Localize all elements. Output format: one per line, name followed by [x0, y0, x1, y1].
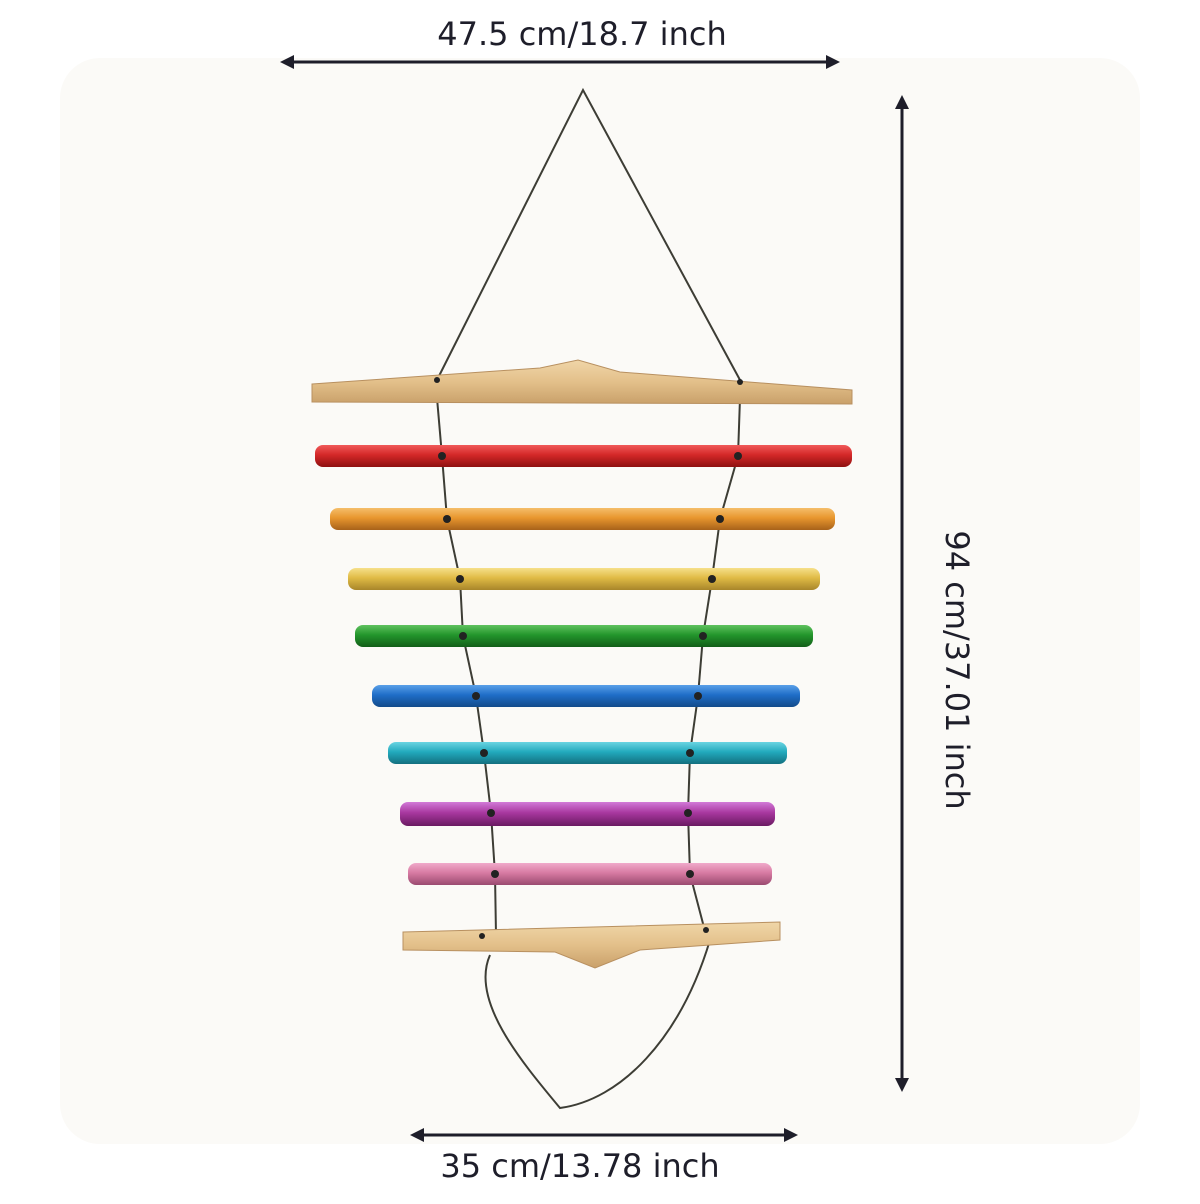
bottom-wood-bar [402, 921, 781, 969]
backdrop [60, 58, 1140, 1144]
tubes [315, 445, 852, 885]
dimension-arrows [280, 55, 909, 1142]
height-label: 94 cm/37.01 inch [938, 530, 976, 809]
knots [434, 377, 743, 939]
top-width-label: 47.5 cm/18.7 inch [437, 15, 726, 53]
strings [436, 87, 741, 1110]
top-wood-bar [311, 359, 853, 405]
bottom-width-label: 35 cm/13.78 inch [440, 1147, 719, 1185]
